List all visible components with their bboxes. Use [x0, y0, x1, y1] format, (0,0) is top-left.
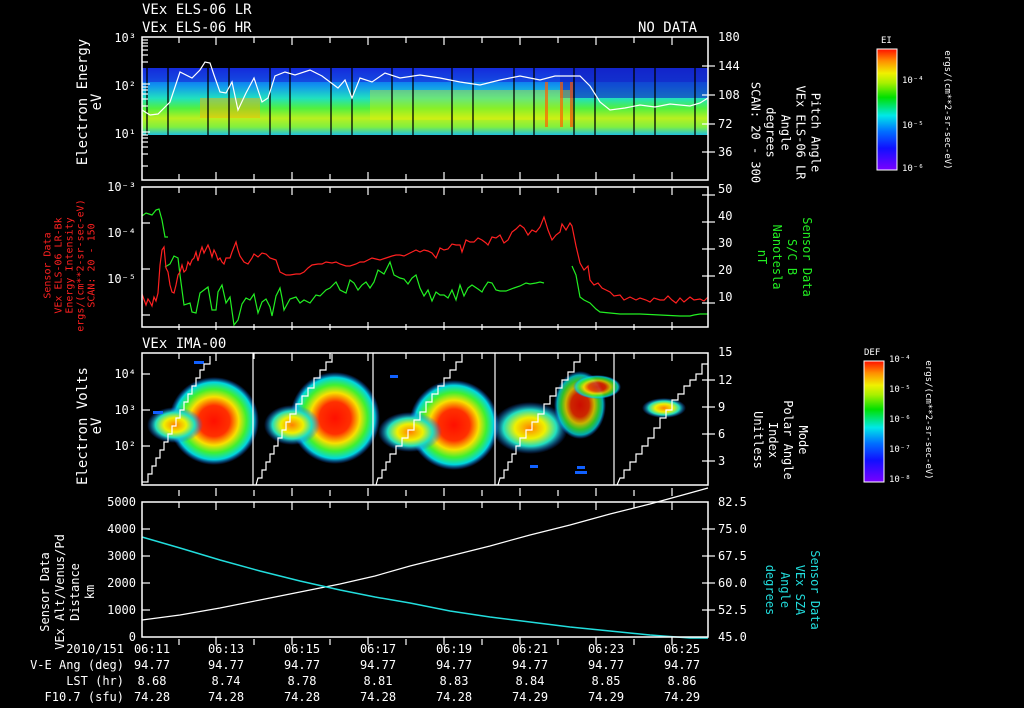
def-tick-3: 10⁻⁶: [889, 415, 911, 425]
p4-ylabel-right: Sensor Data VEx SZA Angle degrees: [763, 550, 822, 630]
xaxis-col-0625: 06:25 94.77 8.86 74.29: [663, 642, 701, 704]
xaxis-col-0615: 06:15 94.77 8.78 74.28: [283, 642, 321, 704]
p2-rtick-50: 50: [718, 182, 733, 196]
def-colorbar-units: ergs/(cm**2-sr-sec-eV): [923, 360, 933, 480]
p3-rtick-3: 3: [718, 454, 726, 468]
xaxis-col-0611: 06:11 94.77 8.68 74.28: [133, 642, 171, 704]
els-bfield-line-panel: [141, 208, 709, 327]
p1-rtick-180: 180: [718, 30, 740, 44]
ei-colorbar-units: ergs/(cm**2-sr-sec-eV): [942, 50, 952, 170]
plot-frames: [141, 36, 709, 638]
ei-colorbar-title: EI: [881, 36, 892, 46]
p1-rtick-144: 144: [718, 59, 740, 73]
def-tick-1: 10⁻⁴: [889, 355, 911, 365]
p2-rtick-30: 30: [718, 236, 733, 250]
xaxis-col-0619: 06:19 94.77 8.83 74.28: [435, 642, 473, 704]
p4-ytick-3000: 3000: [107, 549, 136, 563]
xaxis-col-0613: 06:13 94.77 8.74 74.28: [207, 642, 245, 704]
p2-ylabel-right: Sensor Data S/C B Nanotesla nT: [755, 217, 814, 297]
p1-ylabel-left: Electron Energy eV: [75, 38, 105, 166]
panel3-title: VEx IMA-00: [142, 336, 227, 352]
tick-marks: [142, 37, 715, 646]
xaxis-col-0621: 06:21 94.77 8.84 74.29: [511, 642, 549, 704]
ei-tick-2: 10⁻⁵: [902, 121, 924, 131]
p3-ytick-1e3: 10³: [114, 403, 136, 417]
no-data-status: NO DATA: [638, 20, 698, 36]
ei-tick-1: 10⁻⁴: [902, 76, 924, 86]
p4-ytick-2000: 2000: [107, 576, 136, 590]
p4-rtick-82.5: 82.5: [718, 495, 747, 509]
p2-ylabel-left: Sensor Data VEx ELS-06 LR-Bk Energy Intens…: [42, 199, 98, 332]
p1-rtick-108: 108: [718, 88, 740, 102]
def-tick-4: 10⁻⁷: [889, 445, 911, 455]
ei-tick-3: 10⁻⁶: [902, 164, 924, 174]
p4-ytick-4000: 4000: [107, 522, 136, 536]
p1-rtick-36: 36: [718, 145, 733, 159]
p3-rtick-6: 6: [718, 427, 726, 441]
p4-ytick-0: 0: [128, 630, 136, 644]
p2-rtick-10: 10: [718, 290, 733, 304]
p3-rtick-15: 15: [718, 345, 733, 359]
def-colorbar: [863, 360, 885, 483]
p3-ylabel-left: Electron Volts eV: [75, 367, 105, 486]
p2-ytick-1e-3: 10⁻³: [107, 180, 136, 194]
p4-rtick-75.0: 75.0: [718, 522, 747, 536]
els-spectrogram-panel: [141, 61, 709, 135]
panel1-title-lr: VEx ELS-06 LR: [142, 2, 252, 18]
xaxis-row-labels: 2010/151 V-E Ang (deg) LST (hr) F10.7 (sfu): [30, 642, 124, 704]
p3-ytick-1e4: 10⁴: [114, 367, 136, 381]
ei-colorbar: [876, 48, 898, 171]
p1-rtick-72: 72: [718, 117, 733, 131]
p2-rtick-20: 20: [718, 263, 733, 277]
def-tick-5: 10⁻⁸: [889, 475, 911, 485]
p4-rtick-67.5: 67.5: [718, 549, 747, 563]
p4-rtick-52.5: 52.5: [718, 603, 747, 617]
p1-ytick-1e2: 10²: [114, 79, 136, 93]
p1-ytick-1e1: 10¹: [114, 127, 136, 141]
p3-rtick-9: 9: [718, 400, 726, 414]
p2-rtick-40: 40: [718, 209, 733, 223]
p2-ytick-1e-5: 10⁻⁵: [107, 272, 136, 286]
p3-ytick-1e2: 10²: [114, 439, 136, 453]
p4-rtick-60.0: 60.0: [718, 576, 747, 590]
ima-spectrogram-panel: [142, 353, 708, 486]
xaxis-col-0623: 06:23 94.77 8.85 74.29: [587, 642, 625, 704]
panel1-title-hr: VEx ELS-06 HR: [142, 20, 252, 36]
xaxis-col-0617: 06:17 94.77 8.81 74.28: [359, 642, 397, 704]
p2-ytick-1e-4: 10⁻⁴: [107, 226, 136, 240]
p4-ytick-5000: 5000: [107, 495, 136, 509]
def-tick-2: 10⁻⁵: [889, 385, 911, 395]
p4-ytick-1000: 1000: [107, 603, 136, 617]
p4-rtick-45.0: 45.0: [718, 630, 747, 644]
p3-ylabel-right: Mode Polar Angle Index Unitless: [751, 400, 810, 480]
p1-ytick-1e3: 10³: [114, 31, 136, 45]
p3-rtick-12: 12: [718, 373, 733, 387]
altitude-sza-panel: [141, 487, 709, 639]
def-colorbar-title: DEF: [864, 348, 881, 358]
